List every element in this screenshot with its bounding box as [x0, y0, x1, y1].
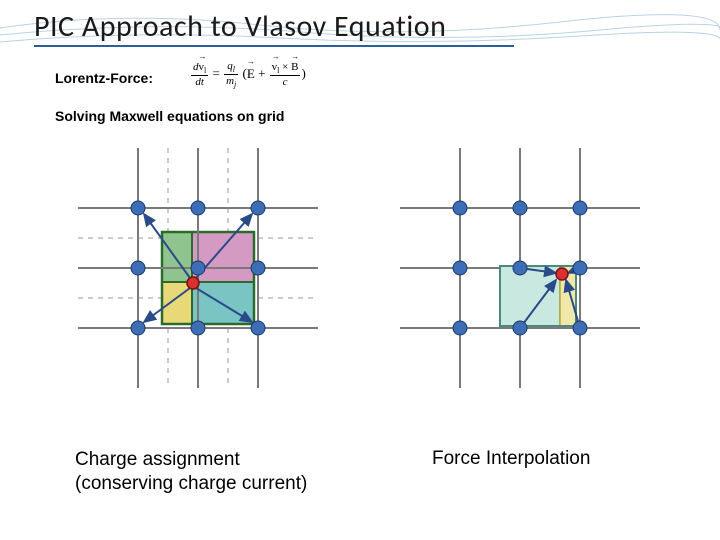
force-interpolation-diagram: [400, 148, 640, 388]
lorentz-equation: dvldt = qlmj (E + vl × Bc): [190, 60, 306, 89]
particle-marker: [187, 277, 199, 289]
maxwell-label: Solving Maxwell equations on grid: [55, 108, 284, 124]
caption-charge-assignment: Charge assignment (conserving charge cur…: [75, 448, 365, 496]
slide-title: PIC Approach to Vlasov Equation: [34, 8, 446, 45]
lorentz-force-label: Lorentz-Force:: [55, 70, 153, 86]
charge-assignment-diagram: [78, 148, 318, 388]
caption-force-interpolation: Force Interpolation: [432, 448, 590, 470]
particle-marker: [556, 268, 568, 280]
title-underline: [34, 45, 514, 47]
